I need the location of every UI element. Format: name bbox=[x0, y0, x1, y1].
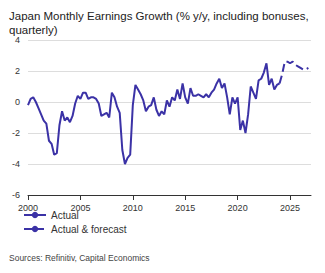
svg-text:2025: 2025 bbox=[280, 203, 300, 213]
svg-text:-2: -2 bbox=[12, 128, 20, 138]
svg-text:2000: 2000 bbox=[18, 203, 38, 213]
svg-text:quarterly): quarterly) bbox=[9, 24, 58, 36]
svg-text:Actual: Actual bbox=[51, 210, 79, 221]
svg-text:2: 2 bbox=[15, 66, 20, 76]
svg-text:4: 4 bbox=[15, 35, 20, 45]
svg-text:Actual & forecast: Actual & forecast bbox=[51, 224, 127, 235]
svg-text:Japan Monthly Earnings Growth: Japan Monthly Earnings Growth (% y/y, in… bbox=[9, 10, 312, 22]
svg-text:2010: 2010 bbox=[123, 203, 143, 213]
svg-text:-4: -4 bbox=[12, 159, 20, 169]
svg-text:-6: -6 bbox=[12, 190, 20, 200]
svg-text:Sources: Refinitiv, Capital Ec: Sources: Refinitiv, Capital Economics bbox=[9, 253, 150, 263]
svg-text:2005: 2005 bbox=[70, 202, 91, 213]
svg-text:2020: 2020 bbox=[228, 203, 248, 213]
svg-text:0: 0 bbox=[15, 97, 20, 107]
svg-text:2015: 2015 bbox=[175, 203, 195, 213]
